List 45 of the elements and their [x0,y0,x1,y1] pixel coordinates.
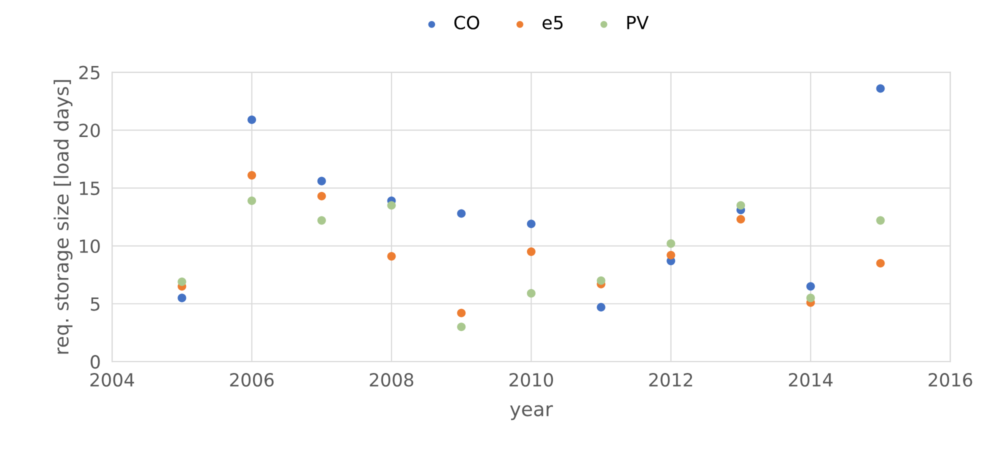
point [806,282,815,291]
x-tick-label: 2012 [649,373,692,387]
point [526,289,536,298]
point [876,216,885,225]
y-tick-label: 0 [90,355,100,369]
point [526,247,536,256]
y-tick-label: 20 [79,124,100,138]
x-tick-label: 2006 [230,373,274,387]
point [876,84,885,93]
point [736,214,746,224]
x-tick-label: 2004 [90,373,134,387]
point [317,216,326,225]
point [248,171,256,180]
point [317,192,326,200]
point [178,294,186,302]
point [457,209,466,218]
y-tick-label: 15 [80,182,100,196]
point [457,308,466,318]
y-tick-label: 10 [80,239,100,254]
point [178,277,186,286]
point [596,276,606,285]
legend-label: PV [627,16,649,30]
y-tick-label: 5 [90,297,100,311]
point [248,115,256,124]
point [387,201,396,210]
y-tick-label: 25 [79,66,100,80]
x-axis-title: year [510,405,553,420]
y-axis-title: req. storage size [load days] [54,80,72,354]
x-tick-label: 2016 [928,373,972,387]
point [876,258,885,268]
x-tick-label: 2010 [510,373,553,387]
point [387,252,396,261]
legend-label: e5 [542,16,563,30]
point [317,176,326,186]
x-tick-label: 2014 [788,373,833,387]
point [666,250,676,260]
point [457,322,466,332]
point [526,220,536,228]
x-tick-label: 2008 [370,373,414,387]
point [736,201,746,210]
legend-label: CO [454,16,480,30]
point [596,302,606,312]
point [806,294,815,302]
point [666,239,676,248]
point [248,196,256,206]
